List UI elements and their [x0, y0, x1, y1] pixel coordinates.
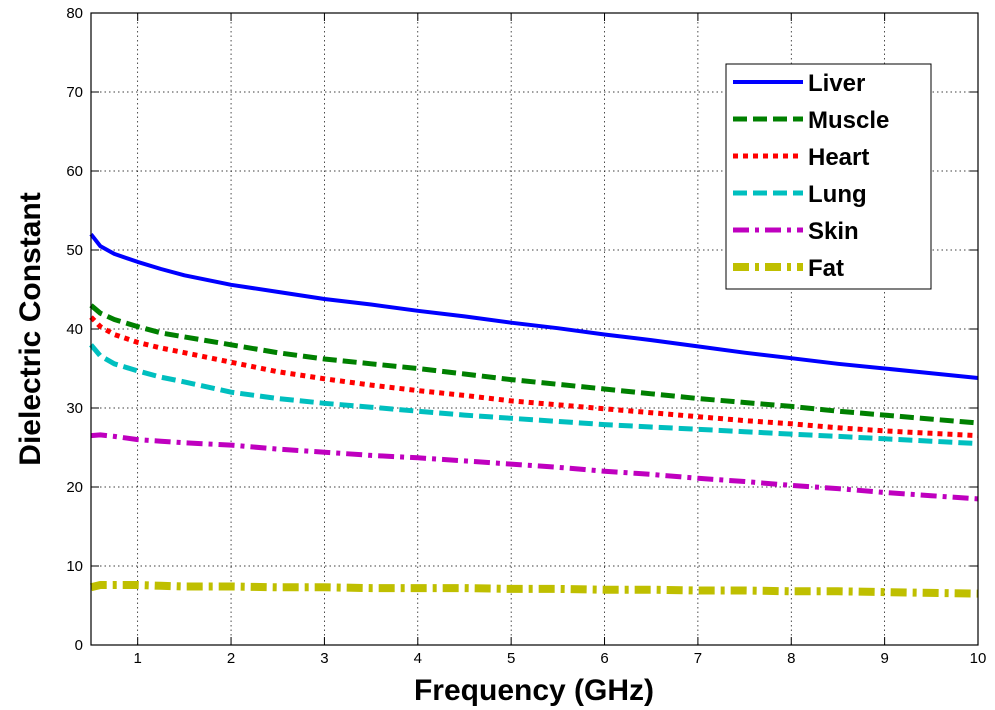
x-tick-label: 2: [227, 650, 235, 667]
series-line-liver: [89, 232, 979, 380]
y-tick-label: 60: [66, 163, 83, 180]
y-tick-label: 20: [66, 479, 83, 496]
series-lines: [89, 232, 979, 598]
x-axis: 1 2 3 4 5 6 7 8 9 10: [134, 13, 987, 667]
series-line-heart: [89, 315, 979, 439]
legend-label-muscle: Muscle: [808, 107, 889, 134]
y-axis: 0 10 20 30 40 50 60 70 80: [66, 5, 978, 654]
series-line-skin: [90, 432, 979, 502]
y-tick-label: 70: [66, 84, 83, 101]
legend: Liver Muscle Heart Lung Skin Fat: [725, 63, 932, 290]
legend-label-liver: Liver: [808, 70, 865, 97]
x-tick-label: 1: [134, 650, 142, 667]
series-line-muscle: [89, 303, 979, 426]
y-tick-label: 10: [66, 558, 83, 575]
series-line-lung: [89, 343, 979, 447]
legend-label-fat: Fat: [808, 255, 844, 282]
x-tick-label: 7: [694, 650, 702, 667]
series-line-fat: [90, 581, 979, 598]
y-tick-label: 30: [66, 400, 83, 417]
legend-label-skin: Skin: [808, 218, 859, 245]
y-tick-label: 0: [75, 637, 83, 654]
x-tick-label: 3: [320, 650, 328, 667]
x-tick-label: 6: [600, 650, 608, 667]
y-axis-title: Dielectric Constant: [14, 192, 47, 465]
y-tick-label: 80: [66, 5, 83, 22]
x-tick-label: 5: [507, 650, 515, 667]
y-tick-label: 50: [66, 242, 83, 259]
legend-label-lung: Lung: [808, 181, 867, 208]
legend-label-heart: Heart: [808, 144, 869, 171]
x-tick-label: 8: [787, 650, 795, 667]
x-tick-label: 10: [970, 650, 987, 667]
y-tick-label: 40: [66, 321, 83, 338]
x-tick-label: 4: [414, 650, 422, 667]
legend-box: [725, 63, 932, 290]
x-tick-label: 9: [880, 650, 888, 667]
x-axis-title: Frequency (GHz): [414, 674, 654, 707]
